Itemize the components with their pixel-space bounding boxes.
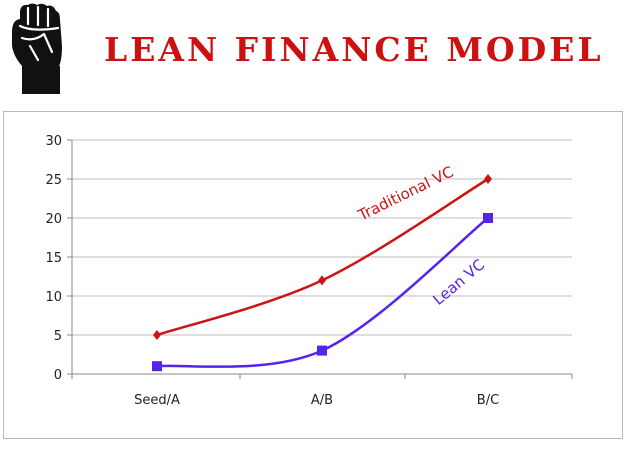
- traditional-vc-series-label: Traditional VC: [354, 163, 456, 225]
- chart-frame: [3, 111, 623, 439]
- y-tick-label: 25: [45, 173, 62, 188]
- x-tick-label: B/C: [477, 393, 499, 408]
- lean-vc-point: [483, 213, 493, 223]
- y-tick-label: 15: [45, 251, 62, 266]
- x-tick-label: Seed/A: [134, 393, 180, 408]
- traditional-vc-point: [484, 174, 492, 184]
- traditional-vc-point: [153, 330, 161, 340]
- x-tick-label: A/B: [311, 393, 333, 408]
- lean-vc-point: [152, 361, 162, 372]
- y-tick-label: 20: [45, 212, 62, 227]
- lean-vc-point: [317, 345, 327, 356]
- y-tick-label: 30: [45, 134, 62, 149]
- page-title: LEAN FINANCE MODEL: [104, 30, 604, 69]
- traditional-vc-point: [318, 275, 326, 286]
- raised-fist-icon: [8, 2, 72, 94]
- y-tick-label: 10: [45, 290, 62, 305]
- y-tick-label: 0: [54, 368, 62, 383]
- y-tick-label: 5: [54, 329, 62, 344]
